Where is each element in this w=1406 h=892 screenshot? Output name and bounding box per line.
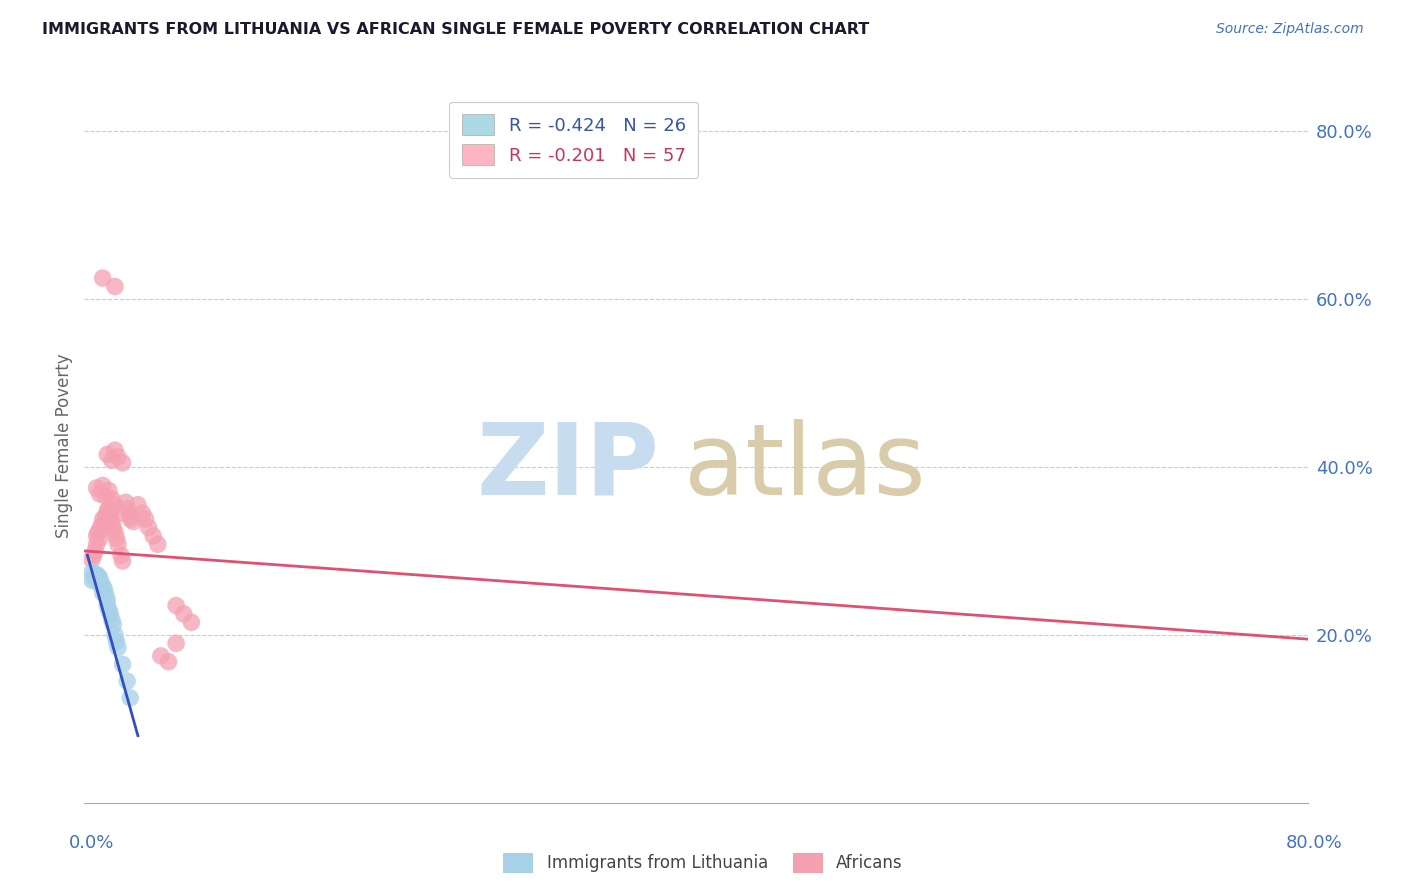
Point — [89, 523, 111, 537]
Point — [94, 588, 117, 602]
Point — [107, 640, 129, 655]
Point — [94, 508, 117, 523]
Point — [86, 574, 108, 588]
Point — [142, 529, 165, 543]
Point — [110, 548, 132, 562]
Point — [111, 657, 134, 672]
Point — [89, 487, 111, 501]
Point — [96, 503, 118, 517]
Point — [111, 554, 134, 568]
Point — [89, 532, 111, 546]
Point — [84, 571, 107, 585]
Point — [96, 599, 118, 613]
Point — [97, 502, 120, 516]
Point — [115, 502, 138, 516]
Text: IMMIGRANTS FROM LITHUANIA VS AFRICAN SINGLE FEMALE POVERTY CORRELATION CHART: IMMIGRANTS FROM LITHUANIA VS AFRICAN SIN… — [42, 22, 869, 37]
Point — [104, 443, 127, 458]
Point — [96, 447, 118, 461]
Text: ZIP: ZIP — [477, 419, 659, 516]
Point — [80, 565, 103, 579]
Point — [98, 506, 121, 520]
Point — [97, 603, 120, 617]
Point — [157, 655, 180, 669]
Text: Source: ZipAtlas.com: Source: ZipAtlas.com — [1216, 22, 1364, 37]
Point — [96, 512, 118, 526]
Point — [120, 690, 142, 705]
Point — [90, 575, 112, 590]
Point — [91, 586, 114, 600]
Point — [165, 599, 187, 613]
Point — [104, 498, 127, 512]
Point — [87, 525, 110, 540]
Point — [135, 512, 157, 526]
Point — [105, 532, 128, 546]
Point — [105, 634, 128, 648]
Point — [104, 279, 127, 293]
Point — [80, 574, 103, 588]
Point — [149, 648, 172, 663]
Point — [111, 456, 134, 470]
Point — [103, 520, 125, 534]
Point — [90, 518, 112, 533]
Point — [91, 478, 114, 492]
Point — [104, 628, 127, 642]
Point — [97, 510, 120, 524]
Point — [91, 512, 114, 526]
Point — [83, 548, 105, 562]
Text: atlas: atlas — [683, 419, 925, 516]
Point — [107, 537, 129, 551]
Point — [103, 617, 125, 632]
Point — [101, 453, 124, 467]
Point — [114, 495, 136, 509]
Point — [122, 515, 145, 529]
Legend: Immigrants from Lithuania, Africans: Immigrants from Lithuania, Africans — [496, 847, 910, 880]
Point — [104, 525, 127, 540]
Point — [91, 520, 114, 534]
Point — [87, 569, 110, 583]
Y-axis label: Single Female Poverty: Single Female Poverty — [55, 354, 73, 538]
Legend: R = -0.424   N = 26, R = -0.201   N = 57: R = -0.424 N = 26, R = -0.201 N = 57 — [449, 102, 699, 178]
Point — [97, 483, 120, 498]
Point — [107, 450, 129, 464]
Point — [127, 498, 149, 512]
Point — [173, 607, 195, 621]
Point — [98, 607, 121, 621]
Point — [83, 569, 105, 583]
Text: 0.0%: 0.0% — [69, 834, 114, 852]
Point — [89, 571, 111, 585]
Point — [111, 506, 134, 520]
Point — [91, 271, 114, 285]
Point — [84, 544, 107, 558]
Point — [89, 577, 111, 591]
Point — [180, 615, 202, 630]
Point — [86, 529, 108, 543]
Point — [138, 520, 160, 534]
Text: 80.0%: 80.0% — [1286, 834, 1343, 852]
Point — [80, 552, 103, 566]
Point — [96, 592, 118, 607]
Point — [120, 508, 142, 523]
Point — [131, 506, 153, 520]
Point — [115, 674, 138, 689]
Point — [86, 567, 108, 582]
Point — [94, 489, 117, 503]
Point — [86, 537, 108, 551]
Point — [101, 491, 124, 506]
Point — [86, 481, 108, 495]
Point — [101, 613, 124, 627]
Point — [165, 636, 187, 650]
Point — [146, 537, 169, 551]
Point — [120, 512, 142, 526]
Point — [93, 582, 115, 596]
Point — [91, 579, 114, 593]
Point — [101, 515, 124, 529]
Point — [93, 517, 115, 532]
